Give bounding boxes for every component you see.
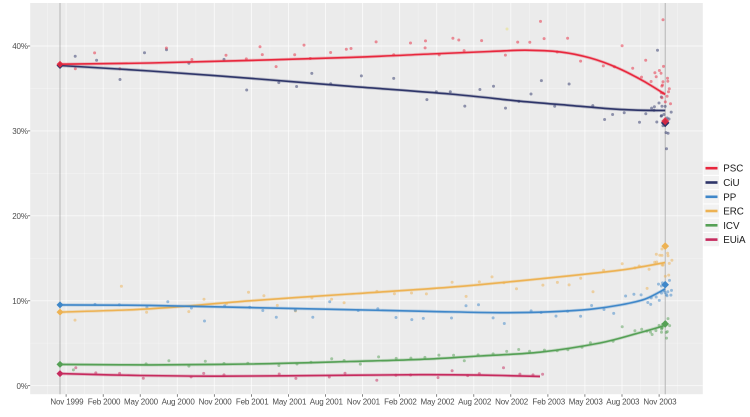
svg-text:30%: 30%: [12, 127, 28, 136]
svg-text:40%: 40%: [12, 42, 28, 51]
svg-text:May 2002: May 2002: [421, 398, 456, 407]
svg-text:Nov 1999: Nov 1999: [50, 398, 84, 407]
svg-text:ERC: ERC: [723, 207, 744, 218]
svg-text:Nov 2001: Nov 2001: [347, 398, 381, 407]
svg-text:PP: PP: [723, 192, 737, 203]
svg-text:Nov 2003: Nov 2003: [643, 398, 677, 407]
svg-text:EUiA: EUiA: [723, 235, 746, 246]
svg-text:CiU: CiU: [723, 178, 739, 189]
svg-text:Nov 2000: Nov 2000: [199, 398, 233, 407]
svg-text:PSC: PSC: [723, 164, 743, 175]
svg-text:0%: 0%: [17, 382, 28, 391]
svg-text:May 2003: May 2003: [569, 398, 604, 407]
svg-text:Feb 2002: Feb 2002: [384, 398, 417, 407]
svg-text:May 2000: May 2000: [124, 398, 159, 407]
svg-text:10%: 10%: [12, 297, 28, 306]
svg-text:ICV: ICV: [723, 221, 740, 232]
svg-text:Feb 2000: Feb 2000: [88, 398, 121, 407]
svg-text:Nov 2002: Nov 2002: [495, 398, 529, 407]
svg-text:20%: 20%: [12, 212, 28, 221]
svg-text:Aug 2002: Aug 2002: [458, 398, 492, 407]
svg-text:May 2001: May 2001: [272, 398, 307, 407]
svg-text:Feb 2003: Feb 2003: [532, 398, 565, 407]
svg-text:Aug 2003: Aug 2003: [606, 398, 640, 407]
svg-text:Aug 2001: Aug 2001: [310, 398, 344, 407]
svg-text:Feb 2001: Feb 2001: [236, 398, 269, 407]
svg-text:Aug 2000: Aug 2000: [162, 398, 196, 407]
